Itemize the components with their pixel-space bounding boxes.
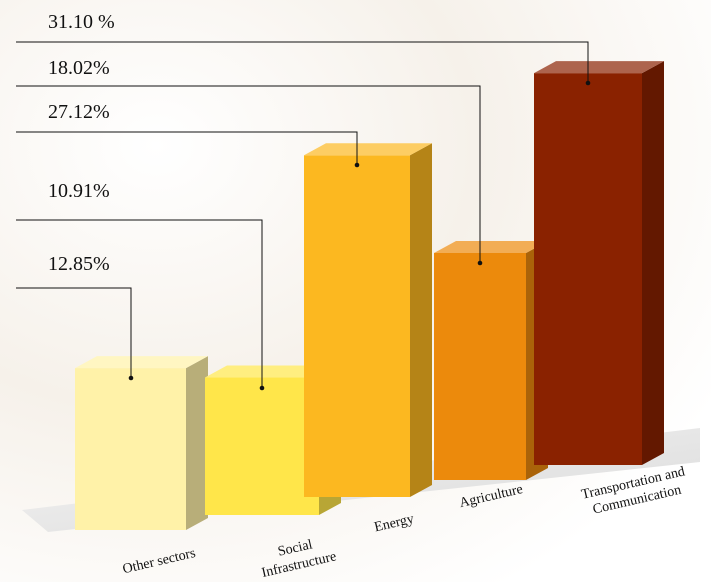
bar-top-face — [304, 143, 432, 156]
leader-dot — [259, 385, 265, 391]
bar-front-face — [534, 73, 642, 465]
bar-top-face — [534, 61, 664, 74]
leader-line — [16, 131, 358, 165]
bar-front-face — [434, 252, 526, 480]
value-label: 27.12% — [48, 101, 110, 123]
leader-line — [16, 85, 481, 263]
bar-transportation-and-communication — [534, 61, 664, 465]
value-label: 31.10 % — [48, 11, 115, 33]
bar-energy — [304, 143, 432, 497]
value-label: 18.02% — [48, 57, 110, 79]
bar-other-sectors — [75, 356, 208, 530]
bar-front-face — [75, 368, 186, 530]
leader-dot — [585, 80, 591, 86]
value-labels-group: 12.85% 10.91% 27.12% 18.02% 31.10 % — [48, 11, 115, 275]
leader-line — [16, 219, 263, 388]
bar-front-face — [304, 155, 410, 497]
bar-top-face — [75, 356, 208, 369]
bar-front-face — [205, 377, 319, 515]
bar-side-face — [410, 143, 432, 497]
bars-group — [75, 61, 664, 530]
bar-side-face — [186, 356, 208, 530]
bar-top-face — [434, 240, 548, 253]
bar-side-face — [642, 61, 664, 465]
value-label: 10.91% — [48, 180, 110, 202]
leader-dot — [354, 162, 360, 168]
leader-line — [16, 41, 589, 83]
bar-agriculture — [434, 240, 548, 480]
leader-lines-group — [16, 41, 591, 391]
leader-line — [16, 287, 132, 378]
leader-dot — [128, 375, 134, 381]
value-label: 12.85% — [48, 253, 110, 275]
leader-dot — [477, 260, 483, 266]
